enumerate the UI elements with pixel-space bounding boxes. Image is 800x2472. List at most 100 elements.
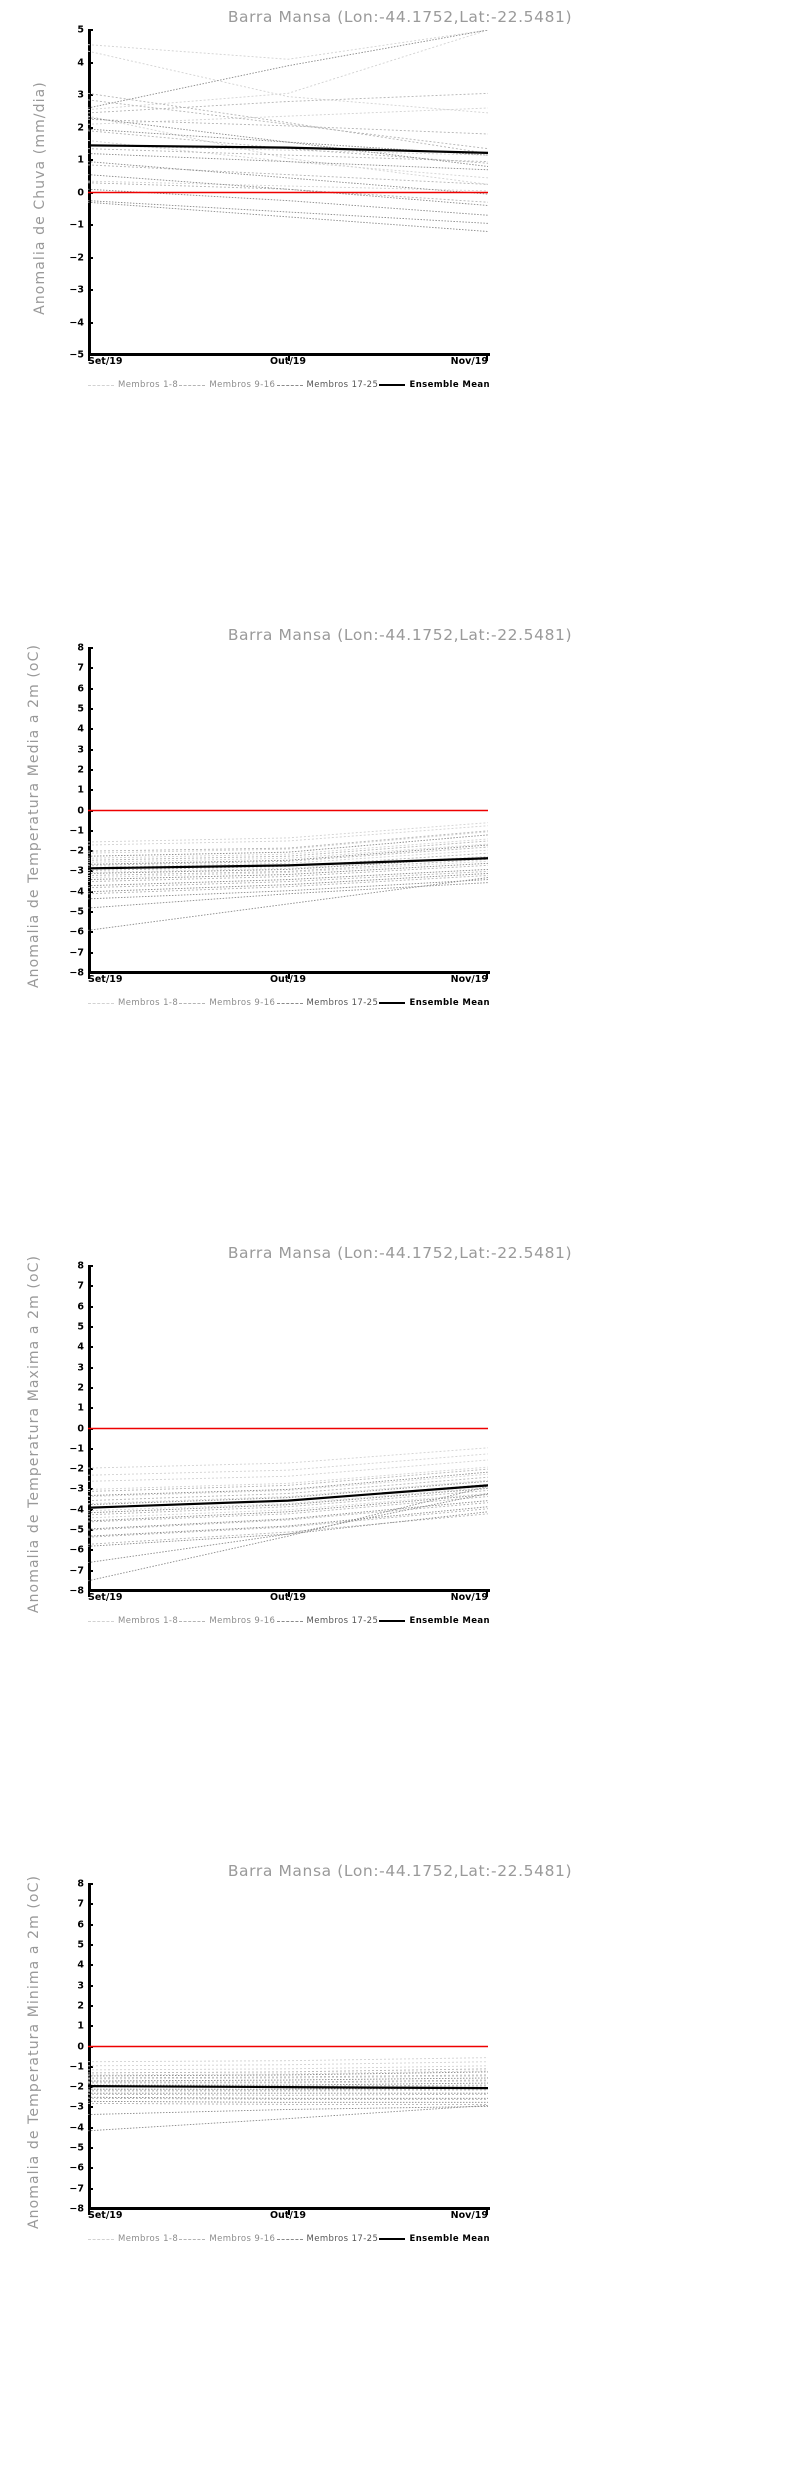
legend-item[interactable]: Ensemble Mean xyxy=(379,998,490,1008)
legend-label: Membros 1-8 xyxy=(118,998,179,1008)
y-tick-mark xyxy=(88,687,93,690)
legend-swatch xyxy=(179,1002,206,1004)
y-tick-label: −2 xyxy=(69,1463,84,1475)
member-line xyxy=(88,161,488,195)
legend-item[interactable]: Membros 9-16 xyxy=(179,2234,275,2244)
legend-label: Ensemble Mean xyxy=(409,380,490,390)
x-tick-mark xyxy=(288,355,290,361)
legend-item[interactable]: Membros 1-8 xyxy=(88,2234,178,2244)
y-tick-mark xyxy=(88,850,93,853)
legend-item[interactable]: Membros 9-16 xyxy=(179,380,275,390)
legend-item[interactable]: Membros 9-16 xyxy=(179,998,275,1008)
member-line xyxy=(88,2097,488,2100)
y-tick-label: 3 xyxy=(77,1980,84,1992)
y-tick-mark xyxy=(88,29,93,31)
y-tick-mark xyxy=(88,1346,93,1349)
member-line xyxy=(88,30,488,111)
y-tick-mark xyxy=(88,2004,93,2007)
y-tick-label: −5 xyxy=(69,906,84,918)
member-line xyxy=(88,2077,488,2082)
legend-label: Ensemble Mean xyxy=(409,1616,490,1626)
legend-item[interactable]: Membros 1-8 xyxy=(88,380,178,390)
y-tick-label: 7 xyxy=(77,662,84,674)
plot-area: 5 4 3 2 1 0 −1 −2 −3 −4 −5 Set/19 Out/19 Nov/19 xyxy=(69,25,488,367)
member-line xyxy=(88,2088,488,2091)
x-tick-mark xyxy=(88,355,90,361)
y-tick-mark xyxy=(88,1569,93,1572)
member-line xyxy=(88,864,488,883)
legend-item[interactable]: Membros 17-25 xyxy=(276,998,379,1008)
x-tick-label: Set/19 xyxy=(88,974,123,985)
ensemble-mean-line xyxy=(88,144,488,154)
panel-title: Barra Mansa (Lon:-44.1752,Lat:-22.5481) xyxy=(227,626,573,644)
legend-item[interactable]: Ensemble Mean xyxy=(379,1616,490,1626)
x-tick-label: Set/19 xyxy=(88,1592,123,1603)
y-tick-label: −2 xyxy=(69,252,84,263)
legend-swatch xyxy=(379,2238,406,2240)
series-canvas xyxy=(88,809,488,931)
legend-label: Membros 17-25 xyxy=(306,1616,379,1626)
legend-item[interactable]: Membros 17-25 xyxy=(276,2234,379,2244)
y-tick-label: −1 xyxy=(69,2061,84,2073)
y-tick-label: 6 xyxy=(77,1919,84,1931)
y-tick-label: −1 xyxy=(69,219,84,231)
y-tick-label: −8 xyxy=(69,1585,84,1597)
legend-item[interactable]: Membros 17-25 xyxy=(276,1616,379,1626)
series-canvas xyxy=(88,30,488,232)
legend-item[interactable]: Ensemble Mean xyxy=(379,380,490,390)
y-tick-mark xyxy=(88,728,93,731)
y-tick-mark xyxy=(88,890,93,893)
member-line xyxy=(88,1447,488,1469)
y-tick-mark xyxy=(88,1305,93,1308)
y-tick-mark xyxy=(88,972,93,974)
y-tick-mark xyxy=(88,354,93,356)
y-tick-mark xyxy=(88,2106,93,2109)
panel-precipitation: Barra Mansa (Lon:-44.1752,Lat:-22.5481) A… xyxy=(0,0,800,618)
y-tick-mark xyxy=(88,768,93,771)
member-line xyxy=(88,877,488,931)
member-line xyxy=(88,2096,488,2099)
member-line xyxy=(88,1506,488,1537)
y-tick-label: 6 xyxy=(77,1301,84,1313)
legend-item[interactable]: Membros 17-25 xyxy=(276,380,379,390)
member-line xyxy=(88,1508,488,1538)
x-tick-mark xyxy=(88,973,90,979)
legend: Membros 1-8 Membros 9-16 Membros 17-25 Ense… xyxy=(88,1616,490,1626)
legend-item[interactable]: Membros 1-8 xyxy=(88,998,178,1008)
legend-swatch xyxy=(276,384,303,386)
member-line xyxy=(88,2100,488,2103)
y-tick-mark xyxy=(88,647,93,649)
panel-temperature-max: Barra Mansa (Lon:-44.1752,Lat:-22.5481) A… xyxy=(0,1236,800,1854)
x-tick-mark xyxy=(88,2209,90,2215)
x-tick-mark xyxy=(288,973,290,979)
member-line xyxy=(88,1493,488,1564)
member-line xyxy=(88,92,488,114)
y-tick-mark xyxy=(88,2147,93,2150)
legend-swatch xyxy=(379,1620,406,1622)
y-tick-label: 1 xyxy=(77,784,84,796)
legend-swatch xyxy=(88,1002,114,1004)
y-tick-label: −1 xyxy=(69,1443,84,1455)
member-line xyxy=(88,30,488,60)
y-tick-label: −7 xyxy=(69,947,84,959)
y-tick-label: −6 xyxy=(69,1544,84,1556)
member-line xyxy=(88,1496,488,1523)
legend-item[interactable]: Ensemble Mean xyxy=(379,2234,490,2244)
legend-swatch xyxy=(276,2238,303,2240)
y-tick-mark xyxy=(88,829,93,832)
y-tick-label: −4 xyxy=(69,1504,84,1516)
legend-swatch xyxy=(88,2238,114,2240)
legend-swatch xyxy=(179,1620,206,1622)
x-tick-mark xyxy=(486,1591,488,1597)
legend-swatch xyxy=(379,384,406,386)
member-line xyxy=(88,1453,488,1476)
legend-item[interactable]: Membros 9-16 xyxy=(179,1616,275,1626)
member-line xyxy=(88,182,488,203)
member-line xyxy=(88,2093,488,2096)
member-line xyxy=(88,868,488,887)
member-line xyxy=(88,1459,488,1482)
legend-item[interactable]: Membros 1-8 xyxy=(88,1616,178,1626)
member-line xyxy=(88,30,488,109)
member-line xyxy=(88,1479,488,1505)
plot-area: 8 7 6 5 4 3 2 1 0 −1 −2 −3 −4 −5 −6 −7 −8 Set/19 Out/19 Nov… xyxy=(69,643,488,985)
